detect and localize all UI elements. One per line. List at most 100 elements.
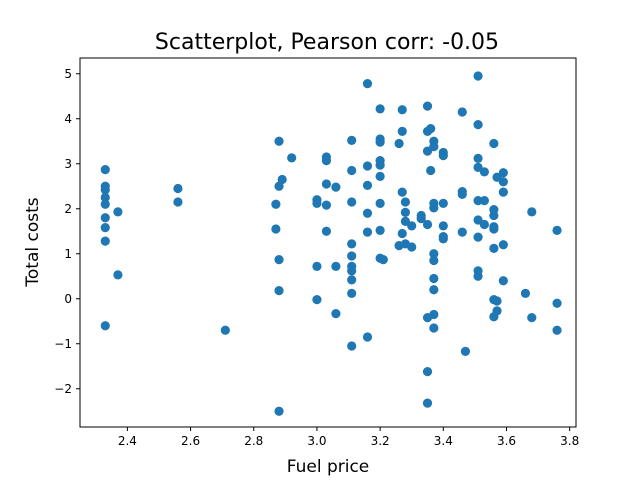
data-point-33 [331, 261, 341, 271]
data-point-119 [489, 210, 499, 221]
data-point-22 [287, 153, 297, 163]
data-point-29 [321, 179, 332, 189]
data-point-134 [527, 207, 537, 217]
data-point-15 [271, 224, 281, 234]
data-point-53 [375, 137, 385, 147]
data-point-75 [422, 101, 433, 111]
data-point-122 [489, 243, 499, 253]
y-tick-label: −2 [54, 382, 72, 396]
data-point-131 [498, 240, 508, 250]
data-point-130 [498, 187, 508, 197]
x-tick-label: 2.8 [244, 434, 263, 448]
plot-frame [79, 57, 577, 428]
x-axis-ticks: 2.4 2.6 2.8 3.0 3.2 3.4 3.6 3.8 [118, 427, 579, 448]
data-point-45 [362, 79, 373, 89]
data-point-127 [492, 306, 502, 316]
data-point-56 [375, 171, 385, 181]
data-point-132 [498, 276, 508, 286]
data-point-31 [321, 226, 332, 236]
data-point-18 [274, 255, 284, 265]
data-point-88 [429, 249, 439, 259]
data-point-99 [438, 234, 448, 244]
y-tick-label: 2 [64, 202, 72, 216]
data-point-85 [429, 142, 439, 152]
data-point-16 [274, 136, 284, 146]
data-point-96 [438, 198, 448, 208]
data-point-114 [479, 167, 489, 177]
data-point-126 [492, 296, 502, 306]
data-point-92 [429, 309, 439, 320]
data-point-0 [100, 165, 110, 175]
data-point-19 [274, 286, 284, 296]
data-point-34 [331, 309, 341, 319]
data-point-5 [100, 213, 110, 223]
data-point-87 [429, 203, 439, 213]
data-point-103 [457, 227, 467, 237]
chart-title: Scatterplot, Pearson corr: -0.05 [155, 30, 499, 55]
data-point-4 [100, 199, 110, 209]
data-point-57 [375, 198, 385, 208]
data-point-91 [429, 285, 439, 295]
y-tick-label: 4 [64, 112, 72, 126]
data-point-21 [277, 174, 287, 185]
data-point-133 [520, 288, 531, 298]
data-point-7 [100, 236, 110, 246]
data-point-117 [489, 138, 499, 149]
data-point-25 [312, 261, 322, 271]
data-point-121 [489, 224, 499, 234]
data-point-66 [397, 228, 407, 239]
data-point-2 [100, 185, 110, 195]
data-point-39 [347, 251, 357, 261]
data-point-93 [429, 323, 439, 333]
data-point-136 [552, 225, 562, 235]
data-point-26 [312, 295, 322, 305]
data-point-49 [362, 227, 373, 237]
data-point-82 [426, 124, 436, 134]
data-point-58 [375, 225, 385, 235]
data-point-51 [375, 104, 385, 114]
x-tick-label: 3.6 [497, 434, 516, 448]
data-point-129 [498, 177, 508, 187]
data-point-10 [113, 270, 123, 280]
data-point-20 [274, 406, 284, 416]
data-point-37 [347, 197, 357, 207]
data-point-12 [173, 197, 183, 207]
y-tick-label: 5 [64, 67, 72, 81]
data-point-36 [347, 165, 357, 176]
data-point-89 [429, 255, 439, 266]
y-tick-label: 3 [64, 157, 72, 171]
data-point-68 [400, 207, 410, 217]
data-point-14 [271, 199, 281, 209]
data-point-78 [422, 219, 433, 230]
data-point-106 [473, 120, 483, 130]
data-point-95 [438, 151, 448, 161]
data-point-80 [422, 367, 433, 377]
data-point-107 [473, 153, 483, 163]
points-layer [100, 71, 562, 416]
data-point-24 [312, 198, 322, 208]
plot-area [80, 58, 576, 427]
data-point-102 [457, 189, 467, 199]
data-point-48 [362, 208, 373, 218]
y-tick-label: 1 [64, 247, 72, 261]
data-point-100 [457, 107, 467, 117]
data-point-64 [397, 126, 407, 136]
data-point-13 [220, 325, 230, 335]
data-point-81 [422, 398, 433, 408]
data-point-41 [347, 266, 357, 276]
data-point-32 [331, 182, 341, 192]
data-point-28 [321, 156, 332, 166]
data-point-65 [397, 187, 407, 197]
x-tick-label: 2.6 [181, 434, 200, 448]
data-point-116 [479, 219, 489, 230]
x-axis-label: Fuel price [287, 457, 370, 477]
x-tick-label: 3.4 [434, 434, 453, 448]
x-tick-label: 2.4 [118, 434, 137, 448]
data-point-137 [552, 298, 562, 308]
data-point-71 [407, 221, 417, 231]
data-point-47 [362, 180, 373, 190]
data-point-11 [173, 183, 183, 194]
data-point-42 [347, 275, 357, 285]
